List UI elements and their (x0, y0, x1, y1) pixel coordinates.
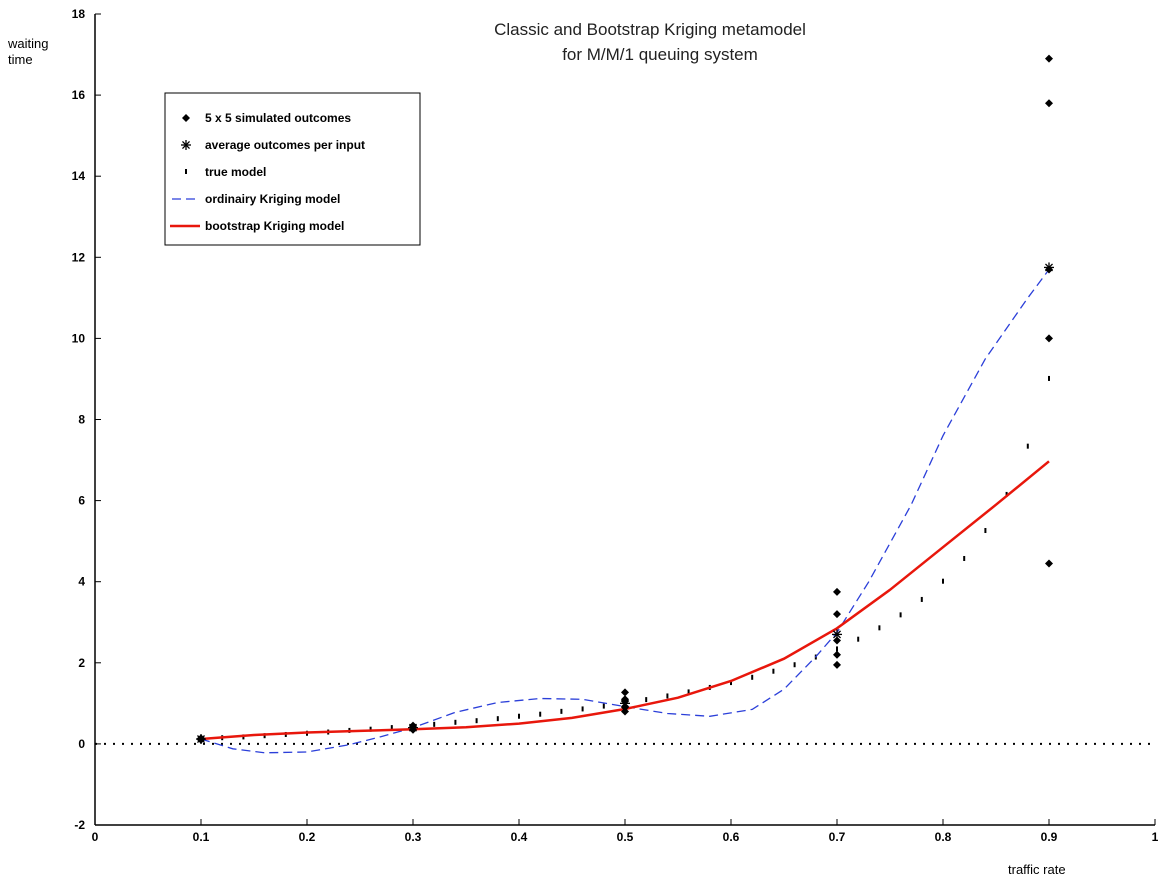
true-model-point (433, 722, 435, 727)
true-model-point (666, 693, 668, 698)
true-model-point (942, 579, 944, 584)
y-tick-label: 12 (72, 250, 86, 264)
y-tick-label: 0 (78, 737, 85, 751)
x-tick-label: 0.3 (405, 830, 422, 844)
true-model-point (751, 675, 753, 680)
legend-marker-average (181, 140, 191, 150)
legend-label: bootstrap Kriging model (205, 219, 344, 233)
x-tick-label: 0.8 (935, 830, 952, 844)
average-outcome-point (620, 698, 630, 708)
y-axis-label-line1: waiting (7, 36, 48, 51)
y-tick-label: 14 (72, 169, 86, 183)
true-model-point (539, 712, 541, 717)
average-outcome-point (408, 723, 418, 733)
true-model-point (582, 706, 584, 711)
x-tick-label: 0.1 (193, 830, 210, 844)
legend: 5 x 5 simulated outcomes average outcomes… (165, 93, 420, 245)
chart-title: Classic and Bootstrap Kriging metamodel (494, 20, 806, 39)
simulated-outcome-point (833, 661, 841, 669)
simulated-outcome-point (1045, 334, 1053, 342)
y-tick-label: 4 (78, 575, 85, 589)
simulated-outcome-point (1045, 559, 1053, 567)
true-model-point (772, 669, 774, 674)
simulated-outcome-point (833, 588, 841, 596)
x-tick-label: 0.9 (1041, 830, 1058, 844)
x-axis-label: traffic rate (1008, 862, 1066, 877)
x-tick-label: 0 (92, 830, 99, 844)
x-tick-label: 0.2 (299, 830, 316, 844)
x-tick-label: 0.4 (511, 830, 528, 844)
true-model-point (645, 697, 647, 702)
true-model-point (1027, 444, 1029, 449)
y-tick-label: 2 (78, 656, 85, 670)
legend-marker-true-model (185, 169, 187, 174)
simulated-outcome-point (833, 610, 841, 618)
y-tick-label: 8 (78, 413, 85, 427)
x-tick-label: 0.6 (723, 830, 740, 844)
true-model-point (878, 625, 880, 630)
ordinary-kriging-line (201, 270, 1049, 753)
true-model-point (518, 714, 520, 719)
x-tick-label: 1 (1152, 830, 1158, 844)
true-model-point (794, 662, 796, 667)
average-outcome-point (832, 629, 842, 639)
x-tick-label: 0.7 (829, 830, 846, 844)
y-tick-label: 18 (72, 7, 86, 21)
y-tick-label: -2 (74, 818, 85, 832)
legend-label: 5 x 5 simulated outcomes (205, 111, 351, 125)
legend-label: true model (205, 165, 266, 179)
y-axis-label-line2: time (8, 52, 33, 67)
true-model-point (900, 612, 902, 617)
true-model-point (984, 528, 986, 533)
true-model-point (603, 704, 605, 709)
true-model-point (560, 709, 562, 714)
y-tick-label: 6 (78, 494, 85, 508)
true-model-point (497, 716, 499, 721)
true-model-point (963, 556, 965, 561)
true-model-point (1048, 376, 1050, 381)
average-outcome-point (196, 734, 206, 744)
y-tick-label: 16 (72, 88, 86, 102)
true-model-point (857, 637, 859, 642)
true-model-point (921, 597, 923, 602)
simulated-outcome-point (833, 651, 841, 659)
true-model-point (836, 646, 838, 651)
simulated-outcome-point (621, 688, 629, 696)
chart-subtitle: for M/M/1 queuing system (562, 45, 758, 64)
simulated-outcome-point (1045, 55, 1053, 63)
x-tick-label: 0.5 (617, 830, 634, 844)
average-outcome-point (1044, 262, 1054, 272)
true-model-point (476, 718, 478, 723)
legend-label: ordinairy Kriging model (205, 192, 340, 206)
y-tick-label: 10 (72, 331, 86, 345)
simulated-outcome-point (1045, 99, 1053, 107)
true-model-point (454, 720, 456, 725)
legend-label: average outcomes per input (205, 138, 365, 152)
